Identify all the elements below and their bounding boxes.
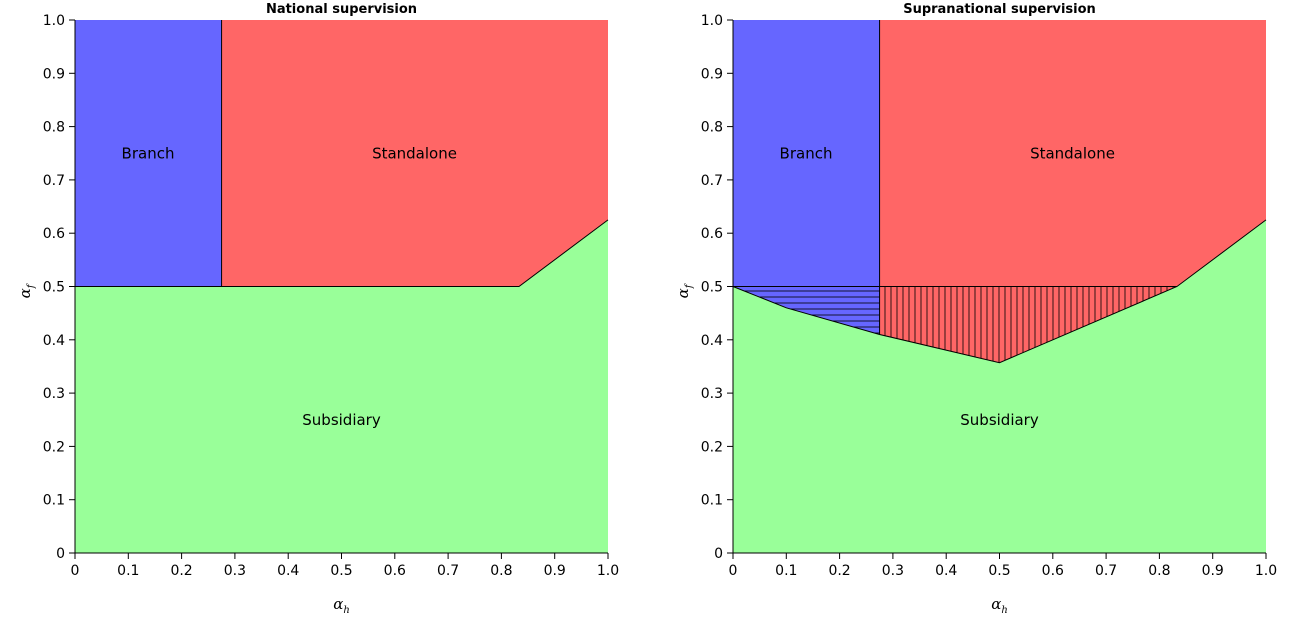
y-tick-label: 0.5 bbox=[701, 280, 723, 296]
y-tick-label: 0.4 bbox=[701, 333, 723, 349]
x-tick-label: 0.9 bbox=[1202, 563, 1224, 579]
region-label-subsidiary: Subsidiary bbox=[960, 411, 1039, 429]
y-tick-label: 0.3 bbox=[43, 386, 65, 402]
y-tick-label: 0.9 bbox=[701, 66, 723, 82]
x-tick-label: 0.6 bbox=[1042, 563, 1064, 579]
region-label-standalone: Standalone bbox=[372, 144, 457, 162]
region-boundary bbox=[75, 219, 609, 287]
x-tick-label: 0.4 bbox=[935, 563, 957, 579]
y-tick-label: 0.9 bbox=[43, 66, 65, 82]
y-tick-label: 0.8 bbox=[43, 120, 65, 136]
region-subsidiary bbox=[733, 219, 1266, 553]
chart-panel-1: 0 0.1 0.2 0.3 0.4 0.5 0.6 0.7 0.8 0.9 1.0 0 0.1 0.2 0.… bbox=[16, 2, 619, 616]
x-tick-label: 0.5 bbox=[988, 563, 1010, 579]
hatched-region-vertical bbox=[879, 286, 1177, 363]
y-tick-label: 1.0 bbox=[701, 13, 723, 29]
x-tick-label: 0.3 bbox=[224, 563, 246, 579]
region-boundary bbox=[732, 219, 1267, 364]
x-tick-label: 0.1 bbox=[775, 563, 797, 579]
region-label-subsidiary: Subsidiary bbox=[302, 411, 381, 429]
region-subsidiary bbox=[75, 219, 608, 553]
y-tick-label: 0 bbox=[714, 546, 723, 562]
x-tick-label: 0.6 bbox=[384, 563, 406, 579]
y-axis-label: αf bbox=[674, 282, 695, 298]
region-standalone bbox=[879, 20, 1266, 363]
region-branch bbox=[733, 20, 880, 335]
y-tick-label: 0.6 bbox=[701, 226, 723, 242]
x-tick-label: 0.9 bbox=[544, 563, 566, 579]
y-tick-label: 0.4 bbox=[43, 333, 65, 349]
x-tick-label: 0 bbox=[729, 563, 738, 579]
region-label-branch: Branch bbox=[122, 144, 175, 162]
y-tick-label: 0.1 bbox=[43, 493, 65, 509]
y-tick-label: 0.1 bbox=[701, 493, 723, 509]
x-tick-label: 0.2 bbox=[828, 563, 850, 579]
x-tick-label: 0.7 bbox=[437, 563, 459, 579]
hatched-region-horizontal bbox=[733, 286, 880, 335]
chart-panel-2: 0 0.1 0.2 0.3 0.4 0.5 0.6 0.7 0.8 0.9 1.0 0 0.1 0.2 0.… bbox=[674, 2, 1277, 616]
chart-title: National supervision bbox=[266, 2, 417, 17]
region-standalone bbox=[221, 20, 608, 287]
region-label-standalone: Standalone bbox=[1030, 144, 1115, 162]
chart-title: Supranational supervision bbox=[903, 2, 1096, 17]
y-tick-label: 0 bbox=[56, 546, 65, 562]
x-tick-label: 0.5 bbox=[330, 563, 352, 579]
x-tick-label: 1.0 bbox=[1255, 563, 1277, 579]
y-tick-label: 0.6 bbox=[43, 226, 65, 242]
region-branch bbox=[75, 20, 222, 287]
y-tick-label: 0.2 bbox=[43, 439, 65, 455]
y-tick-label: 0.3 bbox=[701, 386, 723, 402]
y-tick-label: 0.2 bbox=[701, 439, 723, 455]
x-axis-label: αh bbox=[333, 595, 350, 616]
x-tick-label: 0.1 bbox=[117, 563, 139, 579]
y-tick-label: 0.5 bbox=[43, 280, 65, 296]
region-label-branch: Branch bbox=[780, 144, 833, 162]
y-tick-label: 1.0 bbox=[43, 13, 65, 29]
y-tick-label: 0.7 bbox=[701, 173, 723, 189]
y-axis-label: αf bbox=[16, 282, 37, 298]
x-tick-label: 0.8 bbox=[490, 563, 512, 579]
x-tick-label: 0.7 bbox=[1095, 563, 1117, 579]
x-tick-label: 0.2 bbox=[170, 563, 192, 579]
y-tick-label: 0.8 bbox=[701, 120, 723, 136]
x-tick-label: 0.8 bbox=[1148, 563, 1170, 579]
x-tick-label: 0.4 bbox=[277, 563, 299, 579]
x-tick-label: 0.3 bbox=[882, 563, 904, 579]
x-axis-label: αh bbox=[991, 595, 1008, 616]
x-tick-label: 1.0 bbox=[597, 563, 619, 579]
x-tick-label: 0 bbox=[71, 563, 80, 579]
y-tick-label: 0.7 bbox=[43, 173, 65, 189]
